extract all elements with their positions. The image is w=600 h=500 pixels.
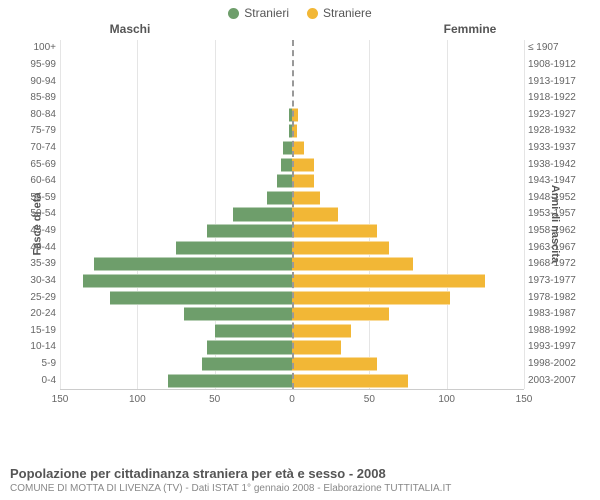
bar-male <box>267 191 292 205</box>
legend-item-male: Stranieri <box>228 6 289 20</box>
birth-year-label: 2003-2007 <box>524 376 580 386</box>
x-tick-label: 100 <box>129 394 146 405</box>
x-tick-label: 150 <box>516 394 533 405</box>
age-label: 15-19 <box>20 326 60 336</box>
bar-female <box>292 307 389 321</box>
age-label: 65-69 <box>20 160 60 170</box>
birth-year-label: 1973-1977 <box>524 276 580 286</box>
bar-female <box>292 191 320 205</box>
age-label: 5-9 <box>20 359 60 369</box>
bar-male <box>110 291 293 305</box>
age-label: 45-49 <box>20 226 60 236</box>
legend-swatch-female <box>307 8 318 19</box>
bar-female <box>292 174 314 188</box>
plot: 100+≤ 190795-991908-191290-941913-191785… <box>60 40 524 390</box>
birth-year-label: 1988-1992 <box>524 326 580 336</box>
birth-year-label: 1938-1942 <box>524 160 580 170</box>
bar-female <box>292 274 485 288</box>
age-label: 85-89 <box>20 93 60 103</box>
x-tick-label: 50 <box>364 394 375 405</box>
bar-male <box>207 340 292 354</box>
bar-male <box>207 224 292 238</box>
birth-year-label: 1968-1972 <box>524 259 580 269</box>
legend-label-male: Stranieri <box>244 6 289 20</box>
birth-year-label: ≤ 1907 <box>524 43 580 53</box>
birth-year-label: 1978-1982 <box>524 293 580 303</box>
bar-male <box>215 324 292 338</box>
birth-year-label: 1908-1912 <box>524 60 580 70</box>
birth-year-label: 1928-1932 <box>524 126 580 136</box>
bar-female <box>292 224 377 238</box>
bar-female <box>292 241 389 255</box>
chart-area: Fasce di età Anni di nascita 100+≤ 19079… <box>18 40 582 408</box>
age-label: 80-84 <box>20 110 60 120</box>
legend-label-female: Straniere <box>323 6 372 20</box>
birth-year-label: 1948-1952 <box>524 193 580 203</box>
bar-female <box>292 374 408 388</box>
age-label: 20-24 <box>20 309 60 319</box>
age-label: 40-44 <box>20 243 60 253</box>
footer-subtitle: COMUNE DI MOTTA DI LIVENZA (TV) - Dati I… <box>10 483 590 494</box>
x-tick-label: 100 <box>438 394 455 405</box>
x-tick-label: 50 <box>209 394 220 405</box>
birth-year-label: 1913-1917 <box>524 77 580 87</box>
age-label: 50-54 <box>20 209 60 219</box>
bar-female <box>292 324 351 338</box>
birth-year-label: 1983-1987 <box>524 309 580 319</box>
age-label: 70-74 <box>20 143 60 153</box>
bar-male <box>202 357 292 371</box>
bar-male <box>168 374 292 388</box>
bar-female <box>292 158 314 172</box>
legend: Stranieri Straniere <box>0 0 600 20</box>
bar-female <box>292 357 377 371</box>
birth-year-label: 1953-1957 <box>524 209 580 219</box>
x-tick-label: 0 <box>289 394 295 405</box>
x-tick-label: 150 <box>52 394 69 405</box>
birth-year-label: 1993-1997 <box>524 342 580 352</box>
col-title-female: Femmine <box>300 22 600 36</box>
birth-year-label: 1933-1937 <box>524 143 580 153</box>
legend-item-female: Straniere <box>307 6 372 20</box>
bar-male <box>281 158 292 172</box>
x-axis-labels: 15010050050100150 <box>60 392 524 408</box>
bar-male <box>233 207 292 221</box>
legend-swatch-male <box>228 8 239 19</box>
age-label: 100+ <box>20 43 60 53</box>
age-label: 75-79 <box>20 126 60 136</box>
age-label: 55-59 <box>20 193 60 203</box>
birth-year-label: 1998-2002 <box>524 359 580 369</box>
bar-male <box>94 257 292 271</box>
bar-female <box>292 207 338 221</box>
age-label: 30-34 <box>20 276 60 286</box>
birth-year-label: 1963-1967 <box>524 243 580 253</box>
birth-year-label: 1918-1922 <box>524 93 580 103</box>
birth-year-label: 1943-1947 <box>524 176 580 186</box>
bar-male <box>83 274 292 288</box>
bar-male <box>277 174 292 188</box>
bar-female <box>292 340 341 354</box>
bar-male <box>176 241 292 255</box>
age-label: 35-39 <box>20 259 60 269</box>
age-label: 0-4 <box>20 376 60 386</box>
footer: Popolazione per cittadinanza straniera p… <box>10 466 590 494</box>
birth-year-label: 1958-1962 <box>524 226 580 236</box>
age-label: 25-29 <box>20 293 60 303</box>
bar-male <box>184 307 292 321</box>
footer-title: Popolazione per cittadinanza straniera p… <box>10 466 590 481</box>
age-label: 90-94 <box>20 77 60 87</box>
bar-female <box>292 257 413 271</box>
bar-female <box>292 291 450 305</box>
age-label: 95-99 <box>20 60 60 70</box>
col-title-male: Maschi <box>0 22 300 36</box>
age-label: 60-64 <box>20 176 60 186</box>
bar-male <box>283 141 292 155</box>
age-label: 10-14 <box>20 342 60 352</box>
column-titles: Maschi Femmine <box>0 22 600 36</box>
center-line <box>292 40 294 389</box>
birth-year-label: 1923-1927 <box>524 110 580 120</box>
